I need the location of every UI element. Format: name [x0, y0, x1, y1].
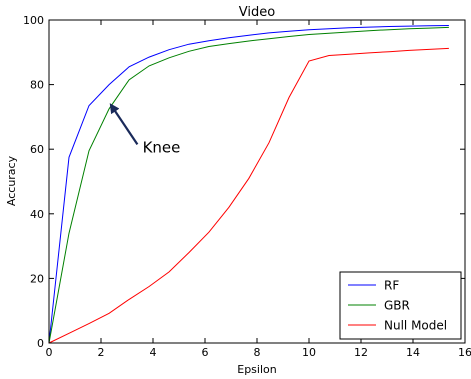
- y-axis-label: Accuracy: [5, 155, 18, 206]
- x-tick-label: 12: [354, 346, 368, 359]
- y-tick-label: 40: [30, 208, 44, 221]
- y-tick-label: 60: [30, 143, 44, 156]
- x-axis-label: Epsilon: [237, 363, 277, 376]
- x-tick-label: 8: [254, 346, 261, 359]
- x-tick-label: 4: [150, 346, 157, 359]
- x-tick-label: 0: [46, 346, 53, 359]
- x-tick-label: 10: [302, 346, 316, 359]
- y-tick-label: 100: [23, 14, 44, 27]
- chart-title: Video: [239, 5, 275, 20]
- x-tick-label: 2: [98, 346, 105, 359]
- legend: RF GBR Null Model: [340, 272, 461, 339]
- x-tick-label: 6: [202, 346, 209, 359]
- legend-label: GBR: [384, 299, 410, 313]
- annotation-arrow: [111, 106, 137, 145]
- y-tick-label: 0: [37, 337, 44, 350]
- y-tick-label: 20: [30, 272, 44, 285]
- legend-label: RF: [384, 279, 399, 293]
- annotation-layer: Knee: [111, 106, 180, 157]
- x-tick-label: 16: [458, 346, 471, 359]
- x-tick-label: 14: [406, 346, 420, 359]
- y-tick-label: 80: [30, 79, 44, 92]
- annotation-label: Knee: [143, 138, 181, 156]
- legend-label: Null Model: [384, 319, 447, 333]
